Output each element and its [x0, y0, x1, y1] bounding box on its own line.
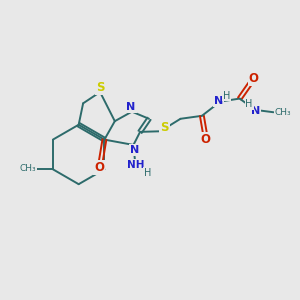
Text: O: O [200, 133, 211, 146]
Text: CH₃: CH₃ [275, 108, 291, 117]
Text: CH₃: CH₃ [20, 164, 37, 173]
Text: N: N [126, 102, 136, 112]
Text: H: H [245, 99, 253, 109]
Text: N: N [130, 145, 140, 155]
Text: H: H [144, 168, 151, 178]
Text: N: N [214, 96, 224, 106]
Text: N: N [251, 106, 260, 116]
Text: O: O [249, 72, 259, 85]
Text: S: S [96, 81, 105, 94]
Text: O: O [94, 161, 104, 174]
Text: NH: NH [127, 160, 144, 170]
Text: S: S [160, 121, 169, 134]
Text: H: H [223, 91, 230, 100]
